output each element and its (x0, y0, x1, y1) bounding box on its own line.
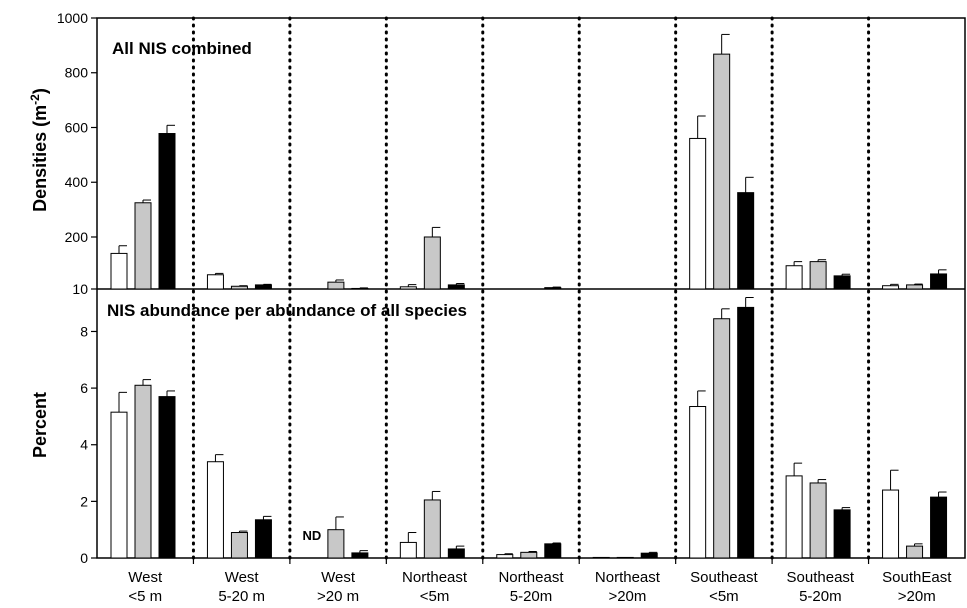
category-label-region: Northeast (402, 569, 468, 586)
bar (785, 265, 803, 290)
bar (689, 406, 707, 559)
bar (592, 556, 610, 559)
y-tick-label: 6 (80, 380, 88, 396)
y-tick-label: 2 (80, 493, 88, 509)
bar (206, 461, 224, 559)
bar (423, 499, 441, 559)
bar (520, 551, 538, 559)
category-label-depth: >20m (608, 588, 646, 605)
category-label-region: West (225, 569, 260, 586)
bar (785, 475, 803, 559)
bar (447, 548, 465, 559)
bar (882, 285, 900, 290)
bar (134, 202, 152, 290)
top-panel-title: All NIS combined (112, 39, 252, 58)
bar (110, 411, 128, 559)
category-label-depth: <5m (709, 588, 739, 605)
bar (158, 133, 176, 290)
bar (930, 496, 948, 559)
y-tick-label: 0 (80, 550, 88, 566)
category-label-depth: <5 m (128, 588, 162, 605)
bar (882, 489, 900, 559)
bar (254, 519, 272, 559)
bar (230, 285, 248, 290)
category-label-depth: 5-20 m (218, 588, 265, 605)
bar (158, 396, 176, 559)
bar (399, 541, 417, 559)
bar (110, 252, 128, 290)
bar (351, 287, 369, 290)
bar (737, 192, 755, 290)
bottom-panel-title: NIS abundance per abundance of all speci… (107, 301, 467, 320)
bar (206, 274, 224, 290)
category-label-region: West (321, 569, 356, 586)
category-label-depth: 5-20m (510, 588, 553, 605)
bar (351, 552, 369, 559)
bar (447, 284, 465, 290)
category-label-depth: >20m (898, 588, 936, 605)
bar (833, 509, 851, 559)
y-tick-label: 400 (65, 174, 89, 190)
y-tick-label: 4 (80, 437, 88, 453)
bar (616, 556, 634, 559)
bottom-panel: 0 2 4 6 8 ND (80, 296, 948, 566)
bar (833, 275, 851, 290)
y-tick-label: 10 (72, 281, 88, 297)
category-label-region: Northeast (498, 569, 564, 586)
bar (496, 554, 514, 559)
bottom-y-axis-title: Percent (30, 392, 50, 458)
bar (544, 287, 562, 290)
nd-annotation: ND (302, 528, 321, 543)
category-label-depth: >20 m (317, 588, 359, 605)
y-tick-label: 600 (65, 119, 89, 135)
bar (254, 284, 272, 290)
category-label-region: Southeast (690, 569, 758, 586)
bar (230, 532, 248, 559)
bar (713, 53, 731, 290)
y-tick-label: 800 (65, 65, 89, 81)
y-tick-label: 200 (65, 229, 89, 245)
bar (327, 529, 345, 559)
bar (809, 261, 827, 290)
category-label-region: West (128, 569, 163, 586)
bar (906, 545, 924, 559)
category-label-region: SouthEast (882, 569, 952, 586)
bar (423, 236, 441, 290)
bar (930, 273, 948, 290)
bar (713, 318, 731, 559)
bar (327, 281, 345, 290)
bar (640, 552, 658, 559)
top-panel: 10 200 400 600 800 1000 (57, 10, 948, 297)
category-label-depth: <5m (420, 588, 450, 605)
bar (689, 137, 707, 290)
bar (544, 543, 562, 559)
y-tick-label: 8 (80, 323, 88, 339)
bar (399, 286, 417, 290)
bar (906, 284, 924, 290)
category-label-region: Southeast (787, 569, 855, 586)
top-y-axis-title: Densities (m-2) (28, 88, 50, 212)
category-label-depth: 5-20m (799, 588, 842, 605)
category-label-region: Northeast (595, 569, 661, 586)
bar (134, 384, 152, 559)
bar (809, 482, 827, 559)
y-tick-label: 1000 (57, 10, 88, 26)
bar (737, 306, 755, 559)
